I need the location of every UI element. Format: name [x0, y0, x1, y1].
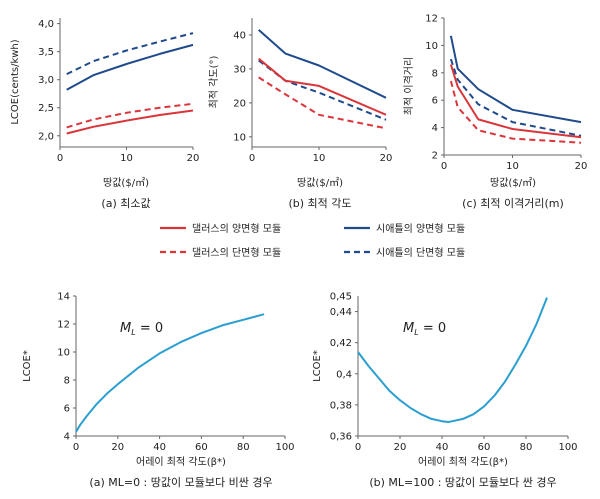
x-tick-label: 20 — [575, 161, 588, 172]
chart-caption: (b) ML=100 : 땅값이 모듈보다 싼 경우 — [369, 476, 556, 489]
x-tick-label: 80 — [520, 442, 533, 453]
series-line-red-dashed — [258, 76, 387, 130]
y-tick-label: 40 — [233, 30, 246, 41]
ml-annotation: ML = 0 — [120, 321, 163, 337]
x-tick-label: 20 — [187, 153, 200, 164]
chart-caption: (c) 최적 이격거리(m) — [462, 197, 564, 210]
legend-label: 시애틀의 단면형 모듈 — [376, 247, 465, 259]
chart-a: 0 10 20 2,0 2,5 3,0 3,5 4,0 땅값($/㎡) LCOE(cents/kw… — [10, 18, 199, 210]
series-line-red-solid — [258, 57, 387, 116]
y-tick-label: 4,0 — [38, 19, 54, 30]
series-line-cyan — [357, 297, 548, 423]
y-tick-label: 0,42 — [330, 338, 352, 349]
y-tick-label: 4 — [432, 123, 438, 134]
y-tick-label: 6 — [64, 404, 70, 415]
y-tick-label: 0,45 — [330, 292, 352, 303]
x-tick-label: 20 — [394, 442, 407, 453]
y-tick-label: 3,0 — [38, 75, 54, 86]
x-tick-label: 0 — [73, 442, 79, 453]
x-tick-label: 0 — [441, 161, 447, 172]
y-tick-label: 0,44 — [330, 307, 352, 318]
series-line-red-solid — [66, 109, 194, 135]
y-tick-label: 4 — [64, 432, 70, 443]
y-tick-label: 3,5 — [38, 47, 54, 58]
x-tick-label: 80 — [237, 442, 250, 453]
y-tick-label: 0,4 — [336, 369, 352, 380]
series-line-red-dashed — [449, 80, 582, 144]
chart-e: 0 20 40 60 80 100 0,36 0,38 0,4 0,42 0,44 0,45 어레이 최… — [312, 292, 578, 490]
legend-label: 댈러스의 양면형 모듈 — [192, 223, 281, 235]
x-tick-label: 40 — [153, 442, 166, 453]
y-tick-label: 0,36 — [330, 432, 352, 443]
chart-d: 0 20 40 60 80 100 4 6 8 10 12 14 어레이 최적 각도(β*) LCOE* (… — [22, 292, 295, 490]
x-tick-label: 40 — [436, 442, 449, 453]
chart-c: 0 10 20 2 4 6 8 10 12 땅값($/㎡) 최적 이격거리 (c) 최적 이격거리(m… — [402, 14, 587, 211]
y-tick-label: 10 — [425, 41, 438, 52]
y-tick-label: 10 — [57, 348, 70, 359]
chart-caption: (a) 최소값 — [101, 197, 150, 210]
x-axis-label: 땅값($/㎡) — [103, 177, 149, 189]
y-axis-label: 최적 각도(°) — [208, 56, 220, 109]
x-tick-label: 100 — [558, 442, 577, 453]
y-tick-label: 2,0 — [38, 131, 54, 142]
x-tick-label: 10 — [506, 161, 519, 172]
y-axis-label: LCOE* — [312, 350, 323, 382]
x-axis-label: 땅값($/㎡) — [490, 177, 536, 189]
y-tick-label: 30 — [233, 64, 246, 75]
series-line-blue-dashed — [66, 32, 194, 75]
x-axis-label: 어레이 최적 각도(β*) — [136, 456, 226, 468]
series-line-cyan — [75, 313, 265, 433]
series-line-blue-solid — [258, 29, 387, 99]
series-line-blue-solid — [66, 43, 194, 91]
ml-annotation: ML = 0 — [403, 321, 446, 337]
legend-label: 댈러스의 단면형 모듈 — [192, 247, 281, 259]
y-tick-label: 12 — [57, 320, 70, 331]
y-tick-label: 2 — [432, 151, 438, 162]
y-tick-label: 0,38 — [330, 400, 352, 411]
legend-label: 시애틀의 양면형 모듈 — [376, 223, 465, 235]
x-tick-label: 100 — [275, 442, 294, 453]
x-tick-label: 20 — [380, 153, 393, 164]
y-tick-label: 12 — [425, 14, 438, 25]
x-tick-label: 0 — [355, 442, 361, 453]
x-axis-label: 땅값($/㎡) — [297, 177, 343, 189]
series-line-red-dashed — [66, 102, 194, 129]
x-tick-label: 20 — [111, 442, 124, 453]
y-tick-label: 14 — [57, 292, 70, 303]
y-axis-label: 최적 이격거리 — [402, 57, 415, 115]
chart-caption: (a) ML=0 : 땅값이 모듈보다 비싼 경우 — [89, 476, 272, 489]
x-tick-label: 60 — [478, 442, 491, 453]
y-tick-label: 8 — [432, 68, 438, 79]
x-tick-label: 60 — [195, 442, 208, 453]
y-tick-label: 8 — [64, 376, 70, 387]
x-tick-label: 0 — [57, 153, 63, 164]
series-line-blue-dashed — [258, 59, 387, 121]
x-axis-label: 어레이 최적 각도(β*) — [418, 456, 508, 468]
series-line-blue-dashed — [449, 58, 582, 137]
y-tick-label: 6 — [432, 96, 438, 107]
series-line-blue-solid — [449, 35, 582, 124]
x-tick-label: 10 — [120, 153, 133, 164]
x-tick-label: 10 — [313, 153, 326, 164]
chart-caption: (b) 최적 각도 — [288, 197, 351, 210]
x-tick-label: 0 — [249, 153, 255, 164]
y-tick-label: 2,5 — [38, 103, 54, 114]
series-line-red-solid — [449, 64, 582, 139]
y-tick-label: 20 — [233, 98, 246, 109]
y-axis-label: LCOE* — [22, 350, 33, 382]
y-axis-label: LCOE(cents/kwh) — [10, 39, 21, 124]
y-tick-label: 10 — [233, 132, 246, 143]
